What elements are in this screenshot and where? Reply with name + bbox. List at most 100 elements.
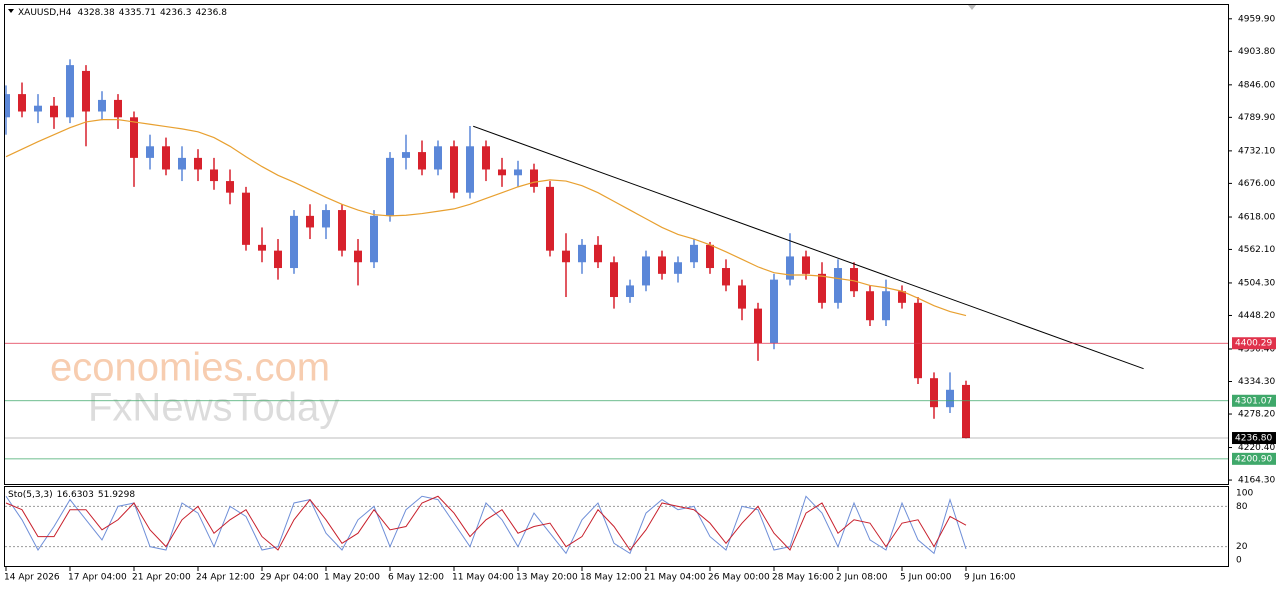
watermark: FxNewsToday (88, 386, 339, 430)
candle-body (690, 244, 698, 263)
candle-body (386, 157, 394, 216)
candle-body (338, 210, 346, 251)
indicator-title: Sto(5,3,3) 16.6303 51.9298 (8, 490, 135, 500)
candle-body (450, 146, 458, 193)
high-value: 4335.71 (119, 8, 156, 18)
candle-body (162, 146, 170, 170)
level-label: 4400.29 (1235, 339, 1272, 349)
x-tick-label: 13 May 20:00 (516, 573, 578, 583)
indicator-tick-label: 20 (1236, 542, 1248, 552)
level-box (1232, 432, 1276, 445)
indicator-tick-label: 80 (1236, 502, 1248, 512)
menu-icon (8, 9, 14, 13)
candle-body (546, 186, 554, 251)
x-tick-label: 26 May 00:00 (708, 573, 770, 583)
level-box (1232, 452, 1276, 465)
candle-body (226, 181, 234, 193)
x-tick-label: 17 Apr 04:00 (68, 573, 127, 583)
watermark: economies.com (50, 346, 330, 390)
candle-body (930, 378, 938, 408)
candle-body (962, 384, 970, 439)
indicator-panel (4, 486, 1229, 567)
y-tick-label: 4789.90 (1238, 113, 1275, 123)
x-tick-label: 1 May 20:00 (324, 573, 380, 583)
candle-body (322, 210, 330, 228)
candle-body (98, 99, 106, 112)
symbol: XAUUSD,H4 (18, 8, 72, 18)
candle-body (434, 146, 442, 170)
candle-body (498, 169, 506, 176)
candle-body (66, 65, 74, 118)
candle-body (290, 215, 298, 269)
x-tick-label: 18 May 12:00 (580, 573, 642, 583)
candle-body (802, 256, 810, 274)
indicator-line (5, 495, 967, 551)
candle-body (578, 244, 586, 263)
y-tick-label: 4676.00 (1238, 179, 1275, 189)
candle-body (946, 389, 954, 408)
chart-title: XAUUSD,H4 4328.38 4335.71 4236.3 4236.8 (18, 8, 227, 18)
candle-body (834, 268, 842, 303)
candle-body (642, 256, 650, 286)
y-tick-label: 4732.10 (1238, 146, 1275, 156)
candle-body (530, 169, 538, 187)
candle-body (466, 146, 474, 193)
indicator-signal: 51.9298 (98, 490, 135, 500)
y-tick-label: 4562.10 (1238, 245, 1275, 255)
candle-body (658, 256, 666, 274)
candle-body (722, 268, 730, 286)
candle-body (210, 169, 218, 182)
candle-body (914, 302, 922, 379)
candle-body (82, 70, 90, 112)
candle-body (610, 262, 618, 298)
candle-body (370, 215, 378, 263)
candle-body (402, 152, 410, 158)
y-tick-label: 4220.40 (1238, 443, 1275, 453)
candle-body (5, 94, 10, 118)
x-tick-label: 29 Apr 04:00 (260, 573, 319, 583)
y-tick-label: 4390.40 (1238, 344, 1275, 354)
candle-body (306, 215, 314, 228)
candle-body (50, 105, 58, 118)
indicator-line (5, 495, 967, 555)
candle-body (178, 157, 186, 170)
candle-body (242, 192, 250, 245)
y-tick-label: 4278.20 (1238, 410, 1275, 420)
x-tick-label: 28 May 16:00 (772, 573, 834, 583)
candle-body (114, 99, 122, 118)
candle-body (418, 152, 426, 170)
x-tick-label: 21 May 04:00 (644, 573, 706, 583)
x-tick-label: 21 Apr 20:00 (132, 573, 191, 583)
y-tick-label: 4959.90 (1238, 14, 1275, 24)
candle-body (626, 285, 634, 298)
y-tick-label: 4504.30 (1238, 278, 1275, 288)
level-box (1232, 337, 1276, 350)
candle-body (850, 268, 858, 292)
candle-body (258, 244, 266, 251)
candle-body (130, 117, 138, 158)
y-tick-label: 4164.30 (1238, 476, 1275, 486)
candle-body (770, 279, 778, 344)
candle-body (866, 291, 874, 321)
indicator-name: Sto(5,3,3) (8, 490, 53, 500)
candle-body (738, 285, 746, 309)
y-tick-label: 4846.00 (1238, 80, 1275, 90)
x-tick-label: 24 Apr 12:00 (196, 573, 255, 583)
indicator-main: 16.6303 (57, 490, 94, 500)
candle-body (594, 244, 602, 263)
candle-body (194, 157, 202, 170)
candle-body (34, 105, 42, 112)
x-tick-label: 6 May 12:00 (388, 573, 444, 583)
level-label: 4236.80 (1235, 434, 1272, 444)
x-tick-label: 5 Jun 00:00 (900, 573, 952, 583)
low-value: 4236.3 (160, 8, 192, 18)
x-tick-label: 14 Apr 2026 (4, 573, 60, 583)
candle-body (18, 94, 26, 112)
x-tick-label: 2 Jun 08:00 (836, 573, 888, 583)
y-tick-label: 4334.30 (1238, 377, 1275, 387)
candle-body (898, 291, 906, 303)
candle-body (562, 250, 570, 263)
candle-body (818, 273, 826, 303)
x-tick-label: 9 Jun 16:00 (964, 573, 1016, 583)
